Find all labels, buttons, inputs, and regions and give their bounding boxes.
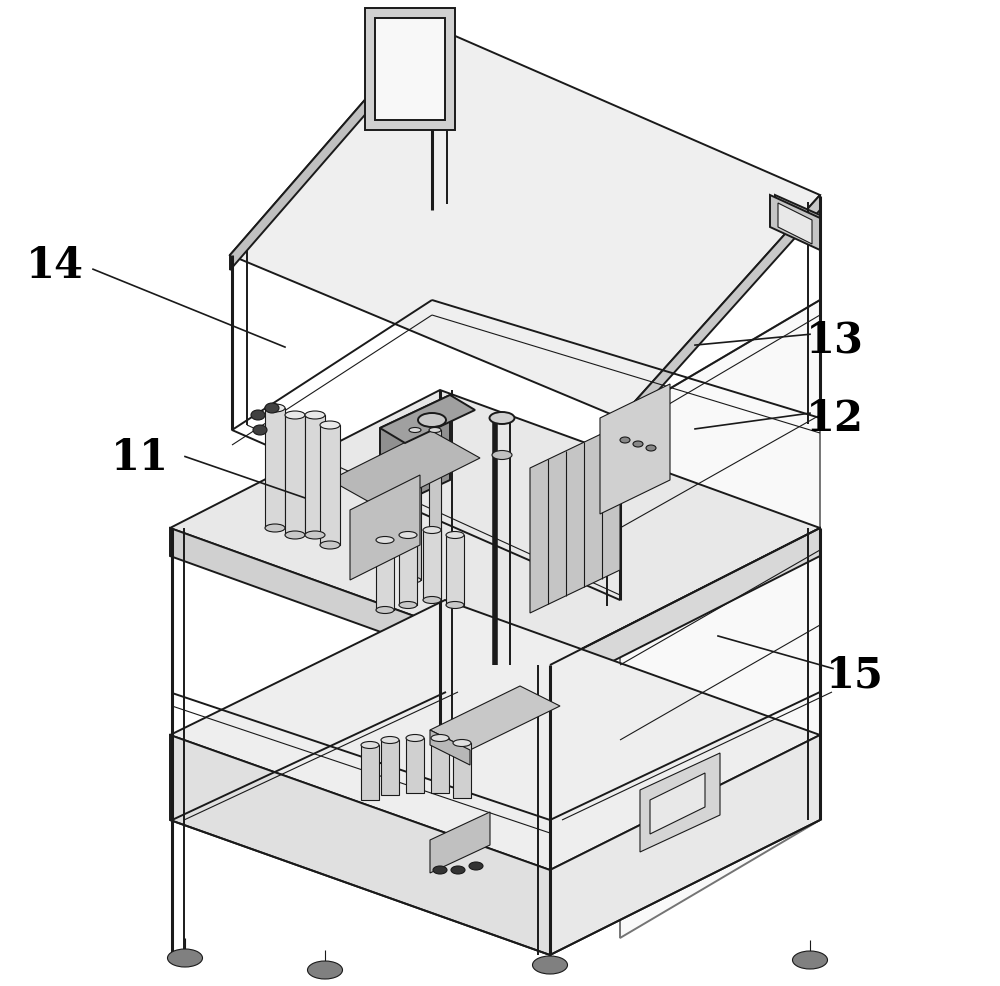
Polygon shape — [430, 812, 490, 873]
Ellipse shape — [320, 421, 340, 429]
Polygon shape — [446, 535, 464, 605]
Polygon shape — [550, 528, 820, 693]
Polygon shape — [600, 384, 670, 514]
Polygon shape — [620, 195, 820, 433]
Polygon shape — [650, 773, 705, 834]
Text: 14: 14 — [26, 246, 84, 287]
Polygon shape — [376, 540, 394, 610]
Ellipse shape — [431, 735, 449, 741]
Polygon shape — [423, 530, 441, 600]
Polygon shape — [453, 743, 471, 798]
Text: 12: 12 — [806, 398, 864, 440]
Polygon shape — [380, 395, 450, 513]
Polygon shape — [778, 203, 812, 244]
Polygon shape — [330, 430, 480, 508]
Ellipse shape — [492, 451, 512, 459]
Ellipse shape — [376, 536, 394, 543]
Polygon shape — [305, 415, 325, 535]
Polygon shape — [640, 753, 720, 852]
Ellipse shape — [399, 531, 417, 538]
Ellipse shape — [451, 866, 465, 874]
Ellipse shape — [409, 428, 421, 433]
Text: 11: 11 — [111, 438, 169, 479]
Polygon shape — [430, 686, 560, 750]
Polygon shape — [429, 430, 441, 580]
Polygon shape — [399, 535, 417, 605]
Ellipse shape — [409, 578, 421, 583]
Ellipse shape — [418, 413, 446, 427]
Polygon shape — [170, 735, 550, 955]
Ellipse shape — [423, 527, 441, 533]
Ellipse shape — [446, 601, 464, 608]
Polygon shape — [170, 390, 820, 665]
Polygon shape — [230, 25, 820, 418]
Ellipse shape — [376, 606, 394, 613]
Polygon shape — [170, 528, 550, 693]
Ellipse shape — [253, 425, 267, 435]
Polygon shape — [430, 730, 470, 765]
Ellipse shape — [646, 445, 656, 451]
Polygon shape — [550, 735, 820, 955]
Ellipse shape — [381, 737, 399, 743]
Ellipse shape — [433, 866, 447, 874]
Text: 15: 15 — [826, 655, 884, 696]
Polygon shape — [406, 738, 424, 793]
Polygon shape — [620, 300, 820, 938]
Ellipse shape — [251, 410, 265, 420]
Polygon shape — [350, 475, 420, 580]
Ellipse shape — [429, 578, 441, 583]
Ellipse shape — [429, 428, 441, 433]
Ellipse shape — [265, 403, 279, 413]
Ellipse shape — [399, 601, 417, 608]
Ellipse shape — [469, 862, 483, 870]
Ellipse shape — [620, 437, 630, 443]
Polygon shape — [409, 430, 421, 580]
Ellipse shape — [406, 735, 424, 741]
Ellipse shape — [453, 740, 471, 746]
Ellipse shape — [265, 404, 285, 412]
Polygon shape — [431, 738, 449, 793]
Ellipse shape — [532, 956, 568, 974]
Polygon shape — [380, 395, 475, 443]
Ellipse shape — [168, 949, 202, 967]
Polygon shape — [265, 408, 285, 528]
Polygon shape — [320, 425, 340, 545]
Ellipse shape — [361, 741, 379, 748]
Text: 13: 13 — [806, 319, 864, 361]
Polygon shape — [775, 195, 820, 240]
Ellipse shape — [633, 441, 643, 447]
Polygon shape — [365, 8, 455, 130]
Polygon shape — [375, 18, 445, 120]
Ellipse shape — [792, 951, 828, 969]
Polygon shape — [230, 25, 430, 270]
Ellipse shape — [265, 524, 285, 532]
Ellipse shape — [285, 531, 305, 539]
Ellipse shape — [423, 597, 441, 603]
Polygon shape — [530, 425, 620, 613]
Polygon shape — [770, 195, 820, 250]
Ellipse shape — [308, 961, 342, 979]
Ellipse shape — [305, 411, 325, 419]
Polygon shape — [361, 745, 379, 800]
Ellipse shape — [446, 531, 464, 538]
Ellipse shape — [320, 541, 340, 549]
Polygon shape — [170, 600, 820, 870]
Polygon shape — [285, 415, 305, 535]
Ellipse shape — [285, 411, 305, 419]
Ellipse shape — [305, 531, 325, 539]
Ellipse shape — [490, 412, 514, 424]
Polygon shape — [381, 740, 399, 795]
